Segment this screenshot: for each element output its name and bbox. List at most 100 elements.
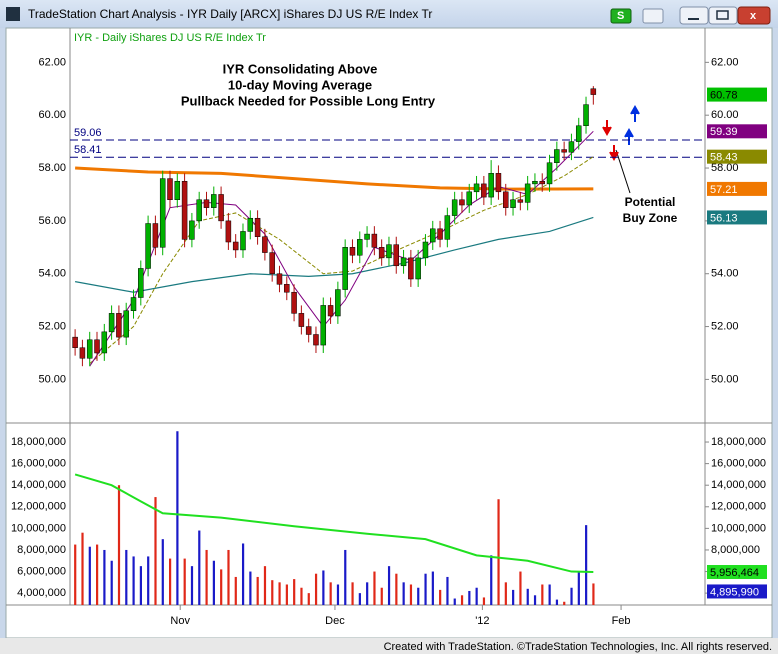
s-icon: S — [617, 10, 624, 22]
volume-bar — [81, 532, 84, 605]
candle-body — [473, 183, 480, 193]
volume-bar — [387, 566, 391, 605]
volume-bar — [512, 589, 515, 605]
volume-bar — [577, 571, 580, 605]
value-badge — [707, 181, 767, 196]
candle-body — [459, 199, 465, 206]
y-tick-label: 52.00 — [38, 320, 66, 332]
y-tick-label: 18,000,000 — [711, 436, 766, 448]
value-badge-label: 4,895,990 — [710, 586, 759, 598]
maximize-button[interactable] — [708, 6, 738, 25]
candle-body — [335, 289, 341, 317]
volume-bar — [475, 587, 478, 605]
volume-bar — [227, 549, 230, 605]
volume-bar — [548, 584, 551, 605]
volume-bar — [570, 587, 573, 605]
candle-body — [561, 149, 567, 153]
y-tick-label: 56.00 — [38, 215, 66, 227]
footer-bar — [0, 638, 778, 654]
value-badge-label: 58.43 — [710, 152, 738, 164]
volume-bar — [490, 555, 493, 605]
y-tick-label: 14,000,000 — [11, 479, 66, 491]
volume-bar — [307, 593, 310, 605]
volume-bar — [293, 579, 296, 605]
x-tick-label: '12 — [475, 615, 489, 627]
support-label: 59.06 — [74, 127, 102, 139]
volume-bar — [103, 549, 106, 605]
candle-body — [211, 194, 217, 208]
candle-body — [532, 180, 538, 185]
candle-body — [159, 178, 166, 248]
volume-bar — [336, 584, 340, 605]
menu-button[interactable] — [642, 8, 664, 24]
y-tick-label: 12,000,000 — [11, 501, 66, 513]
volume-bar — [285, 584, 288, 605]
annotation: 10-day Moving Average — [228, 77, 372, 92]
minimize-button[interactable] — [679, 6, 709, 25]
volume-bar — [460, 595, 464, 605]
volume-bar — [183, 558, 186, 605]
volume-bar — [358, 593, 361, 605]
y-tick-label: 16,000,000 — [11, 458, 66, 470]
candle-body — [276, 273, 283, 285]
buy-zone-text: Buy Zone — [623, 211, 678, 225]
candle-body — [495, 173, 502, 193]
volume-bar — [592, 583, 595, 605]
support-label: 58.41 — [74, 144, 102, 156]
candle-body — [364, 233, 370, 240]
value-badge — [707, 149, 767, 164]
value-badge-label: 59.39 — [710, 126, 738, 138]
candle-body — [313, 334, 319, 346]
candle-body — [583, 104, 589, 127]
volume-bar — [168, 558, 172, 605]
app-icon — [6, 7, 20, 21]
volume-bar — [314, 573, 318, 605]
volume-bar — [198, 530, 201, 605]
volume-bar — [234, 576, 237, 605]
close-button[interactable] — [737, 6, 771, 25]
volume-bar — [110, 560, 113, 605]
volume-bar — [190, 566, 194, 605]
candle-body — [298, 313, 305, 327]
candle-body — [79, 347, 86, 359]
volume-bar — [446, 576, 449, 605]
s-button[interactable] — [610, 8, 632, 24]
moving-average — [75, 216, 594, 293]
candle-body — [305, 326, 312, 335]
annotation: IYR Consolidating Above — [223, 61, 378, 76]
volume-bar — [366, 582, 369, 605]
candle-body — [152, 223, 159, 248]
candle-body — [400, 257, 407, 267]
volume-bar — [395, 573, 398, 605]
volume-bar — [205, 549, 208, 605]
y-tick-label: 10,000,000 — [11, 522, 66, 534]
y-tick-label: 16,000,000 — [711, 458, 766, 470]
value-badge-label: 60.78 — [710, 89, 738, 101]
candle-body — [378, 247, 385, 259]
volume-bar — [256, 576, 259, 605]
candle-body — [466, 191, 472, 206]
candle-body — [138, 268, 144, 298]
y-tick-label: 14,000,000 — [711, 479, 766, 491]
volume-bar — [220, 569, 223, 605]
volume-bar — [468, 590, 471, 605]
volume-bar — [541, 584, 544, 605]
candle-body — [254, 217, 261, 237]
legend-text: IYR - Daily iShares DJ US R/E Index Tr — [74, 32, 266, 44]
volume-bar — [139, 566, 142, 605]
y-tick-label: 18,000,000 — [11, 436, 66, 448]
maximize-icon — [716, 10, 729, 20]
candle-body — [575, 125, 582, 142]
y-tick-label: 60.00 — [38, 109, 66, 121]
candle-body — [145, 223, 151, 269]
pointer-line — [615, 149, 631, 194]
volume-bar — [373, 571, 376, 605]
moving-average — [89, 156, 594, 364]
candle-body — [437, 228, 443, 240]
volume-bar — [241, 543, 245, 605]
volume-bar — [351, 582, 354, 605]
volume-bar — [417, 587, 420, 605]
candle-body — [408, 257, 414, 280]
volume-bar — [322, 570, 325, 605]
volume-bar — [526, 588, 529, 605]
